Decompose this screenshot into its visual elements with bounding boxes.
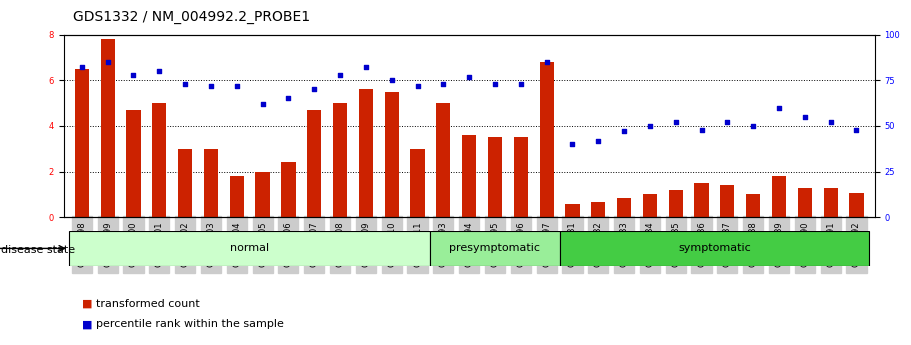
Point	[824, 119, 838, 125]
Bar	[230, 176, 244, 217]
Point	[539, 59, 554, 65]
Bar	[359, 89, 373, 217]
Bar	[204, 149, 218, 217]
Bar	[411, 149, 425, 217]
Bar	[824, 188, 838, 217]
Bar	[333, 103, 347, 217]
Point	[281, 96, 296, 101]
Text: symptomatic: symptomatic	[678, 244, 751, 253]
Bar	[591, 203, 606, 217]
Bar	[514, 137, 527, 217]
Bar	[539, 62, 554, 217]
Bar	[436, 103, 450, 217]
Point	[746, 123, 761, 129]
Bar	[384, 92, 399, 217]
FancyBboxPatch shape	[69, 231, 430, 266]
Text: presymptomatic: presymptomatic	[449, 244, 540, 253]
Point	[669, 119, 683, 125]
FancyBboxPatch shape	[430, 231, 559, 266]
Point	[642, 123, 657, 129]
Bar	[746, 195, 761, 217]
Text: percentile rank within the sample: percentile rank within the sample	[96, 319, 283, 329]
Point	[617, 129, 631, 134]
Point	[333, 72, 347, 78]
Point	[230, 83, 244, 88]
Text: normal: normal	[230, 244, 270, 253]
Bar	[566, 204, 579, 217]
Point	[255, 101, 270, 107]
Bar	[772, 176, 786, 217]
Point	[75, 65, 89, 70]
Bar	[849, 193, 864, 217]
Point	[359, 65, 374, 70]
Bar	[281, 162, 295, 217]
Bar	[307, 110, 322, 217]
Bar	[798, 188, 812, 217]
Bar	[178, 149, 192, 217]
Point	[591, 138, 606, 143]
Point	[694, 127, 709, 132]
Bar	[643, 195, 657, 217]
Point	[384, 77, 399, 83]
Point	[436, 81, 451, 87]
Point	[152, 68, 167, 74]
Point	[772, 105, 786, 110]
Point	[307, 87, 322, 92]
Point	[514, 81, 528, 87]
Bar	[75, 69, 89, 217]
Bar	[462, 135, 476, 217]
FancyBboxPatch shape	[559, 231, 869, 266]
Bar	[694, 183, 709, 217]
Bar	[152, 103, 167, 217]
Point	[127, 72, 141, 78]
Point	[204, 83, 219, 88]
Text: disease state: disease state	[1, 245, 75, 255]
Bar	[721, 185, 734, 217]
Text: GDS1332 / NM_004992.2_PROBE1: GDS1332 / NM_004992.2_PROBE1	[73, 10, 310, 24]
Bar	[488, 137, 502, 217]
Bar	[617, 198, 631, 217]
Point	[487, 81, 502, 87]
Text: ■: ■	[82, 319, 93, 329]
Point	[565, 141, 579, 147]
Point	[797, 114, 812, 120]
Bar	[100, 39, 115, 217]
Bar	[255, 171, 270, 217]
Bar	[127, 110, 140, 217]
Bar	[669, 190, 683, 217]
Text: transformed count: transformed count	[96, 299, 200, 308]
Point	[410, 83, 425, 88]
Point	[849, 127, 864, 132]
Text: ■: ■	[82, 299, 93, 308]
Point	[178, 81, 192, 87]
Point	[100, 59, 115, 65]
Point	[462, 74, 476, 79]
Point	[720, 119, 734, 125]
